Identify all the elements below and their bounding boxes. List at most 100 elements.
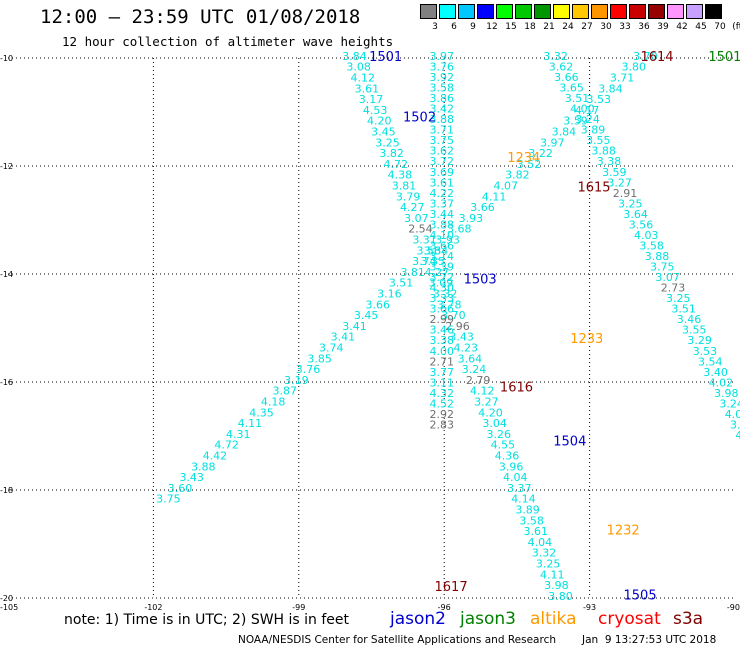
scale-label: 6 — [451, 22, 457, 32]
swh-value: 3.76 — [430, 60, 455, 73]
swh-value: 3.74 — [319, 342, 344, 355]
scale-swatch — [610, 4, 627, 19]
swh-value: 4.22 — [430, 187, 455, 200]
swh-value: 3.69 — [430, 166, 455, 179]
swh-value: 3.58 — [519, 514, 544, 527]
pass-time-label: 1502 — [403, 110, 436, 125]
swh-value: 4.72 — [383, 158, 408, 171]
scale-swatch — [591, 4, 608, 19]
swh-value: 3.54 — [698, 355, 723, 368]
scale-swatch — [477, 4, 494, 19]
pass-time-labels: 1501150215031504150515011502150312341233… — [369, 50, 740, 603]
swh-value: 3.60 — [168, 482, 193, 495]
legend-jason2: jason2 — [390, 609, 446, 629]
lon-tick-label: -93 — [583, 603, 596, 612]
scale-swatch — [515, 4, 532, 19]
swh-value: 3.66 — [366, 298, 391, 311]
swh-value: 3.24 — [575, 113, 600, 126]
pass-time-label: 1501 — [708, 50, 740, 65]
map-grid — [8, 57, 735, 599]
swh-value: 2.99 — [430, 313, 455, 326]
lat-tick-label: -12 — [0, 162, 13, 171]
swh-value: 3.88 — [430, 218, 455, 231]
swh-value: 3.79 — [396, 190, 421, 203]
swh-value: 3.76 — [296, 363, 321, 376]
swh-value: 3.88 — [730, 418, 740, 431]
swh-value: 3.66 — [554, 71, 579, 84]
swh-value: 3.89 — [581, 124, 606, 137]
pass-time-label: 1614 — [640, 50, 673, 65]
swh-value: 3.37 — [430, 197, 455, 210]
swh-value: 4.04 — [528, 536, 553, 549]
footer-note: note: 1) Time is in UTC; 2) SWH is in fe… — [64, 612, 350, 628]
lon-tick-label: -102 — [144, 603, 162, 612]
scale-label: 9 — [470, 22, 476, 32]
swh-value: 4.00 — [430, 345, 455, 358]
swh-value: 3.45 — [354, 309, 379, 322]
swh-value: 4.20 — [478, 406, 503, 419]
swh-value: 3.53 — [587, 93, 612, 106]
swh-value: 3.88 — [430, 113, 455, 126]
swh-value: 3.71 — [610, 72, 635, 85]
swh-value: 3.58 — [430, 82, 455, 95]
swh-value: 3.40 — [703, 366, 728, 379]
swh-value: 3.61 — [524, 525, 549, 538]
scale-label: 70 — [714, 22, 726, 32]
swh-value: 3.87 — [272, 385, 297, 398]
swh-value: 4.38 — [388, 169, 413, 182]
swh-value: 3.77 — [430, 366, 455, 379]
swh-value: 2.92 — [430, 408, 455, 421]
swh-value: 4.11 — [540, 568, 565, 581]
swh-value: 3.07 — [655, 271, 680, 284]
swh-value: 3.43 — [179, 471, 204, 484]
lon-tick-label: -90 — [727, 603, 740, 612]
scale-swatch — [629, 4, 646, 19]
scale-label: 42 — [676, 22, 688, 32]
swh-value: 4.07 — [494, 180, 519, 193]
swh-value: 3.51 — [671, 303, 696, 316]
swh-value: 4.08 — [725, 408, 740, 421]
pass-time-label: 1504 — [553, 434, 586, 449]
swh-value: 3.81 — [392, 180, 417, 193]
legend-cryosat: cryosat — [598, 609, 661, 629]
swh-value: 3.61 — [430, 176, 455, 189]
swh-value: 4.03 — [634, 229, 659, 242]
swh-value: 4.30 — [430, 282, 455, 295]
swh-value: 3.34 — [424, 244, 449, 257]
jason3-track-2: 3.703.803.713.843.534.173.593.843.973.22… — [156, 50, 657, 506]
scale-label: 12 — [486, 22, 498, 32]
map-subtitle: 12 hour collection of altimeter wave hei… — [62, 34, 394, 49]
swh-value: 3.80 — [548, 590, 573, 603]
swh-value: 3.33 — [430, 292, 455, 305]
swh-value: 3.19 — [284, 374, 309, 387]
swh-value: 3.97 — [540, 136, 565, 149]
swh-value: 3.52 — [517, 158, 542, 171]
swh-value: 3.09 — [429, 277, 454, 290]
swh-value: 3.59 — [602, 166, 627, 179]
swh-value: 3.17 — [359, 93, 384, 106]
swh-value: 4.27 — [400, 201, 425, 214]
swh-value: 3.38 — [597, 155, 622, 168]
scale-swatch — [458, 4, 475, 19]
swh-value: 4.32 — [430, 387, 455, 400]
swh-value: 3.81 — [400, 266, 425, 279]
swh-value: 4.02 — [709, 376, 734, 389]
swh-value: 3.72 — [430, 155, 455, 168]
swh-value: 3.74 — [412, 255, 437, 268]
swh-value: 3.80 — [621, 61, 646, 74]
scale-label: (ft) — [732, 22, 740, 32]
scale-swatch — [534, 4, 551, 19]
scale-swatch — [439, 4, 456, 19]
scale-label: 15 — [505, 22, 517, 32]
swh-value: 3.71 — [430, 124, 455, 137]
jason3-track-1: 3.323.623.663.653.514.003.243.893.553.88… — [543, 50, 740, 442]
map-title: 12:00 – 23:59 UTC 01/08/2018 — [40, 6, 361, 28]
swh-value: 3.78 — [437, 298, 462, 311]
swh-value: 3.62 — [430, 145, 455, 158]
swh-value: 3.08 — [346, 61, 371, 74]
swh-value: 3.32 — [532, 547, 557, 560]
swh-value: 3.25 — [618, 197, 643, 210]
scale-label: 30 — [600, 22, 612, 32]
swh-value: 3.84 — [342, 50, 367, 63]
